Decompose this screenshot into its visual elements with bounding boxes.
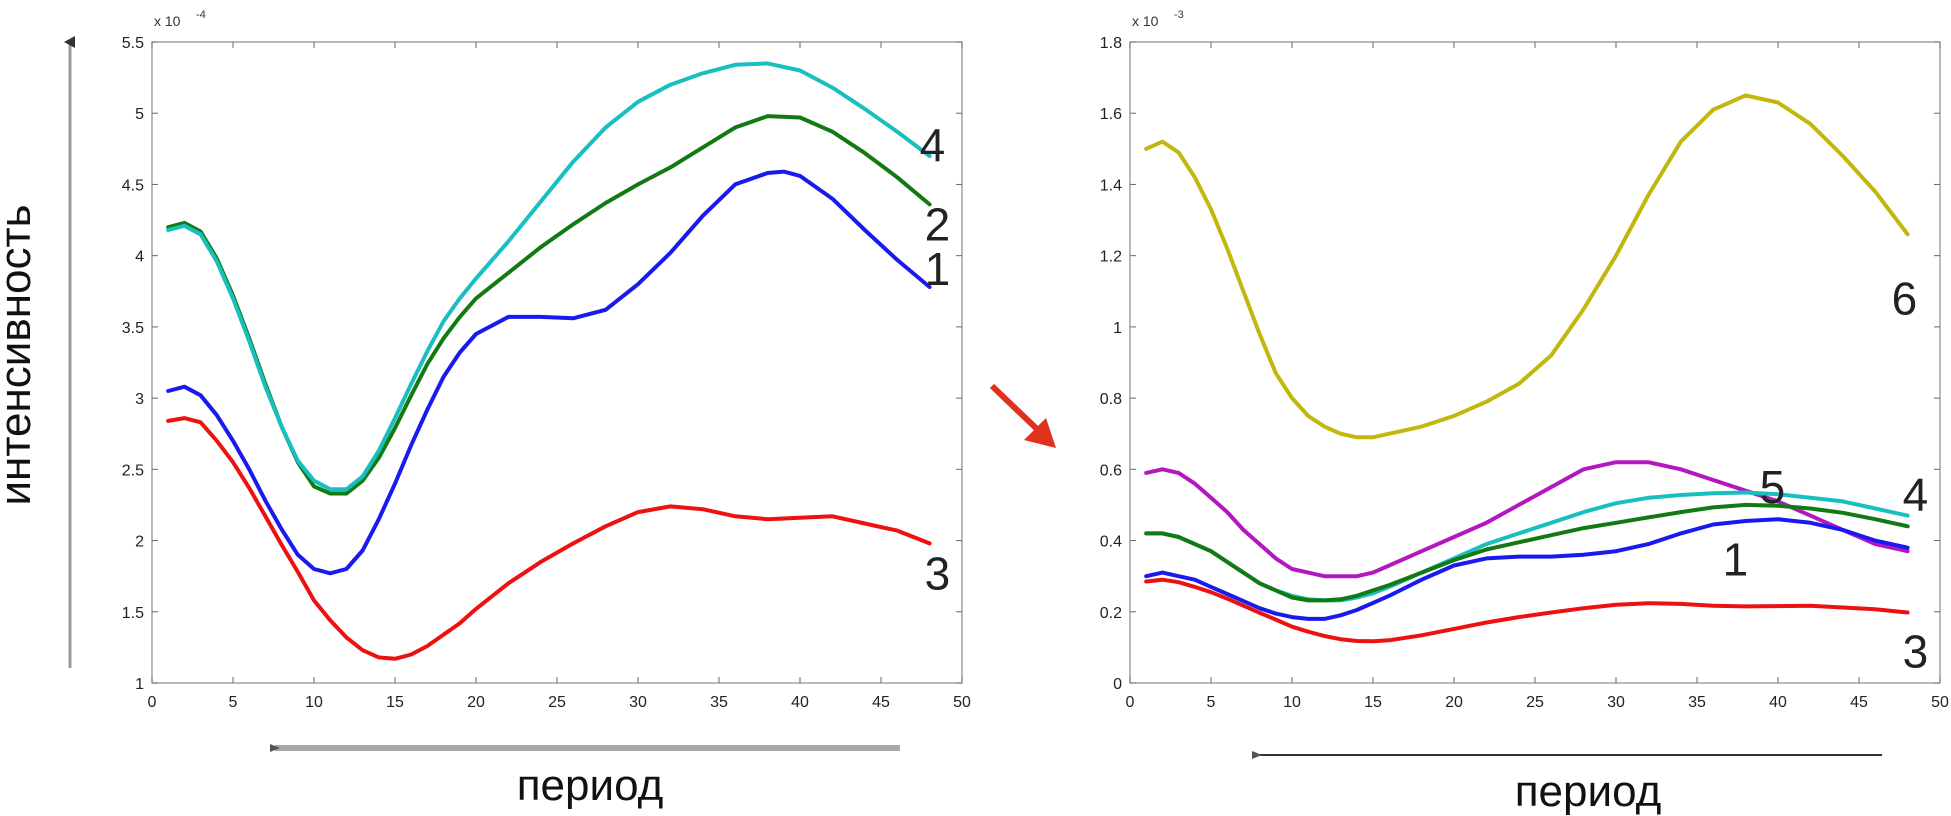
series-line-1: [1144, 517, 1910, 621]
x-tick-label: 15: [1364, 694, 1382, 711]
y-tick-label: 1: [135, 676, 144, 693]
series-line-3: [166, 416, 932, 661]
y-tick-label: 1.5: [122, 605, 144, 622]
chart-left: 0 5 10 15 20 25 30 35 40 45 50 1 1.5 2 2.5 3 3.5 4 4.5 5 5.5…: [122, 9, 971, 711]
series-line-5: [1144, 460, 1910, 579]
curve-label-4: 4: [920, 119, 946, 171]
y-exponent-label: x 10: [1132, 13, 1159, 29]
y-tick-label: 5: [135, 106, 144, 123]
chart-right: 0 5 10 15 20 25 30 35 40 45 5000.20.40.60.811.21.4…: [1100, 9, 1949, 711]
curve-label-1: 1: [925, 243, 951, 295]
y-axis-title: интенсивность: [0, 204, 40, 505]
y-tick-label: 0: [1113, 676, 1122, 693]
curve-label-4: 4: [1903, 469, 1929, 521]
x-tick-label: 30: [1607, 694, 1625, 711]
x-tick-label: 5: [1207, 694, 1216, 711]
x-tick-label: 10: [305, 694, 323, 711]
series-line-2: [166, 114, 932, 496]
curve-label-3: 3: [1903, 625, 1929, 677]
y-tick-label: 3.5: [122, 320, 144, 337]
curve-label-5: 5: [1760, 461, 1786, 513]
x-tick-label: 45: [872, 694, 890, 711]
x-tick-label: 30: [629, 694, 647, 711]
x-tick-label: 10: [1283, 694, 1301, 711]
y-tick-label: 4: [135, 249, 144, 266]
x-tick-label: 45: [1850, 694, 1868, 711]
y-tick-label: 1.2: [1100, 249, 1122, 266]
x-tick-label: 50: [1931, 694, 1949, 711]
y-tick-label: 1.6: [1100, 106, 1122, 123]
x-tick-label: 15: [386, 694, 404, 711]
y-tick-label: 0.8: [1100, 391, 1122, 408]
x-tick-label: 20: [467, 694, 485, 711]
y-tick-label: 0.2: [1100, 605, 1122, 622]
right-x-axis-title: период: [1515, 767, 1662, 816]
series-line-4: [166, 61, 932, 492]
y-exponent-power: -3: [1174, 9, 1184, 21]
y-exponent-power: -4: [196, 9, 206, 21]
x-tick-label: 0: [1126, 694, 1135, 711]
x-tick-label: 25: [548, 694, 566, 711]
series-line-1: [166, 169, 932, 576]
y-tick-label: 3: [135, 391, 144, 408]
x-tick-label: 35: [710, 694, 728, 711]
left-x-axis-title: период: [517, 761, 664, 810]
series-line-6: [1144, 93, 1910, 440]
x-tick-label: 40: [1769, 694, 1787, 711]
x-tick-label: 35: [1688, 694, 1706, 711]
y-tick-label: 1.8: [1100, 35, 1122, 52]
y-tick-label: 1: [1113, 320, 1122, 337]
plot-frame: [1129, 41, 1941, 684]
curve-label-1: 1: [1723, 534, 1749, 586]
y-tick-label: 0.4: [1100, 534, 1122, 551]
x-tick-label: 20: [1445, 694, 1463, 711]
x-tick-label: 40: [791, 694, 809, 711]
transition-arrow: [989, 383, 1056, 448]
curve-label-2: 2: [925, 198, 951, 250]
curve-label-3: 3: [925, 547, 951, 599]
x-tick-label: 5: [229, 694, 238, 711]
series-line-2: [1144, 502, 1910, 603]
y-tick-label: 2: [135, 534, 144, 551]
y-tick-label: 5.5: [122, 35, 144, 52]
y-tick-label: 0.6: [1100, 462, 1122, 479]
x-tick-label: 25: [1526, 694, 1544, 711]
series-line-3: [1144, 577, 1910, 644]
y-tick-label: 2.5: [122, 462, 144, 479]
x-tick-label: 50: [953, 694, 971, 711]
y-tick-label: 1.4: [1100, 177, 1122, 194]
x-tick-label: 0: [148, 694, 157, 711]
curve-label-6: 6: [1892, 272, 1918, 324]
y-tick-label: 4.5: [122, 177, 144, 194]
y-exponent-label: x 10: [154, 13, 181, 29]
